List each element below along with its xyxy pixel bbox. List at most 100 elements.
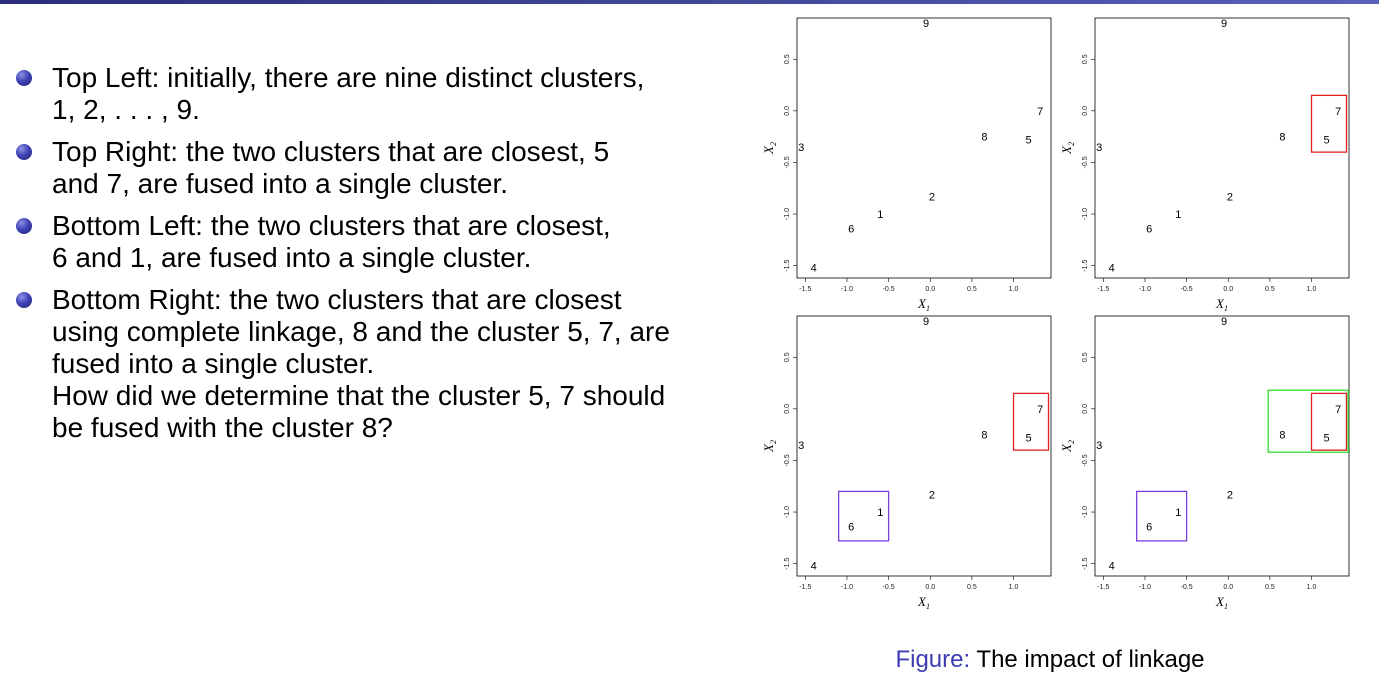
point-label: 5 — [1025, 135, 1031, 147]
x-axis-label: X1 — [917, 296, 930, 313]
point-label: 1 — [1175, 507, 1181, 519]
point-label: 6 — [848, 521, 854, 533]
cluster-box — [1267, 389, 1349, 453]
y-tick-label: -1.0 — [784, 208, 791, 220]
cluster-box — [837, 490, 890, 542]
y-tick-label: -1.0 — [1082, 506, 1089, 518]
point-label: 8 — [981, 430, 987, 442]
x-tick-label: -1.5 — [1097, 584, 1109, 591]
point-label: 9 — [1221, 18, 1227, 30]
caption-label: Figure: — [895, 646, 971, 673]
bullet-text: Bottom Right: the two clusters that are … — [52, 284, 670, 379]
x-tick-label: 1.0 — [1307, 286, 1317, 293]
point-label: 7 — [1037, 106, 1043, 118]
y-tick-label: -1.0 — [784, 506, 791, 518]
x-tick-label: -0.5 — [883, 584, 895, 591]
y-axis-label: X2 — [1059, 142, 1076, 155]
x-tick-label: -1.0 — [841, 286, 853, 293]
x-tick-label: 0.0 — [1223, 584, 1233, 591]
point-label: 9 — [923, 316, 929, 328]
point-label: 1 — [877, 209, 883, 221]
point-label: 8 — [981, 132, 987, 144]
y-tick-label: 0.5 — [1082, 54, 1089, 64]
y-axis-label: X2 — [761, 440, 778, 453]
x-tick-label: -1.5 — [799, 286, 811, 293]
bullet-item: Bottom Right: the two clusters that are … — [14, 284, 672, 444]
bullet-dot-icon — [16, 218, 32, 234]
x-tick-label: 1.0 — [1307, 584, 1317, 591]
x-tick-label: 1.0 — [1009, 584, 1019, 591]
x-tick-label: -0.5 — [1181, 286, 1193, 293]
bullet-list: Top Left: initially, there are nine dist… — [14, 62, 714, 454]
point-label: 7 — [1335, 106, 1341, 118]
linkage-figure: -1.5 -1.0 -0.5 0.0 0.5 1.0 -1.5 -1.0 -0.5 0.0 0.5 X… — [761, 17, 1350, 611]
y-tick-label: -1.0 — [1082, 208, 1089, 220]
y-tick-label: -1.5 — [1082, 557, 1089, 569]
plot-frame — [796, 315, 1052, 577]
y-axis-label: X2 — [761, 142, 778, 155]
y-axis-label: X2 — [1059, 440, 1076, 453]
y-tick-label: 0.5 — [1082, 352, 1089, 362]
x-tick-label: -1.5 — [1097, 286, 1109, 293]
point-label: 5 — [1323, 433, 1329, 445]
y-tick-label: 0.0 — [784, 106, 791, 116]
bullet-item: Top Left: initially, there are nine dist… — [14, 62, 652, 126]
point-label: 3 — [1096, 142, 1102, 154]
scatter-panel-top-right: -1.5 -1.0 -0.5 0.0 0.5 1.0 -1.5 -1.0 -0.5 0.0 0.5 X… — [1059, 17, 1350, 313]
x-tick-label: 0.0 — [1223, 286, 1233, 293]
x-tick-label: -1.0 — [841, 584, 853, 591]
y-tick-label: 0.0 — [1082, 106, 1089, 116]
x-tick-label: -0.5 — [1181, 584, 1193, 591]
point-label: 4 — [811, 263, 817, 275]
point-label: 7 — [1037, 404, 1043, 416]
bullet-dot-icon — [16, 292, 32, 308]
point-label: 4 — [1109, 561, 1115, 573]
point-label: 2 — [1227, 191, 1233, 203]
y-tick-label: -0.5 — [1082, 156, 1089, 168]
point-label: 2 — [1227, 489, 1233, 501]
point-label: 8 — [1279, 132, 1285, 144]
point-label: 5 — [1025, 433, 1031, 445]
point-label: 9 — [923, 18, 929, 30]
plot-frame — [1094, 315, 1350, 577]
x-tick-label: -1.5 — [799, 584, 811, 591]
point-label: 6 — [1146, 521, 1152, 533]
point-label: 1 — [1175, 209, 1181, 221]
plot-frame — [1094, 17, 1350, 279]
x-tick-label: 0.5 — [967, 286, 977, 293]
y-tick-label: -0.5 — [784, 156, 791, 168]
point-label: 8 — [1279, 430, 1285, 442]
bullet-item: Bottom Left: the two clusters that are c… — [14, 210, 632, 274]
cluster-box — [1012, 392, 1050, 451]
point-label: 3 — [798, 440, 804, 452]
point-label: 9 — [1221, 316, 1227, 328]
y-tick-label: 0.5 — [784, 352, 791, 362]
figure-caption: Figure: The impact of linkage — [745, 646, 1355, 674]
point-label: 6 — [848, 223, 854, 235]
x-tick-label: 0.5 — [1265, 286, 1275, 293]
cluster-box — [1310, 392, 1348, 451]
x-axis-label: X1 — [1215, 594, 1228, 611]
bullet-text: Top Right: the two clusters that are clo… — [52, 136, 610, 199]
point-label: 3 — [798, 142, 804, 154]
scatter-panel-top-left: -1.5 -1.0 -0.5 0.0 0.5 1.0 -1.5 -1.0 -0.5 0.0 0.5 X… — [761, 17, 1052, 313]
y-tick-label: -1.5 — [784, 259, 791, 271]
bullet-dot-icon — [16, 144, 32, 160]
x-tick-label: 0.0 — [925, 286, 935, 293]
x-axis-label: X1 — [917, 594, 930, 611]
x-tick-label: 0.5 — [967, 584, 977, 591]
point-label: 5 — [1323, 135, 1329, 147]
bullet-question: How did we determine that the cluster 5,… — [52, 380, 666, 443]
slide-top-bar — [0, 0, 1379, 4]
y-tick-label: -0.5 — [784, 454, 791, 466]
x-tick-label: -1.0 — [1139, 286, 1151, 293]
y-tick-label: 0.5 — [784, 54, 791, 64]
cluster-box — [1310, 94, 1348, 153]
x-tick-label: 0.0 — [925, 584, 935, 591]
point-label: 6 — [1146, 223, 1152, 235]
point-label: 1 — [877, 507, 883, 519]
bullet-text: Bottom Left: the two clusters that are c… — [52, 210, 611, 273]
point-label: 4 — [811, 561, 817, 573]
point-label: 7 — [1335, 404, 1341, 416]
point-label: 2 — [929, 191, 935, 203]
